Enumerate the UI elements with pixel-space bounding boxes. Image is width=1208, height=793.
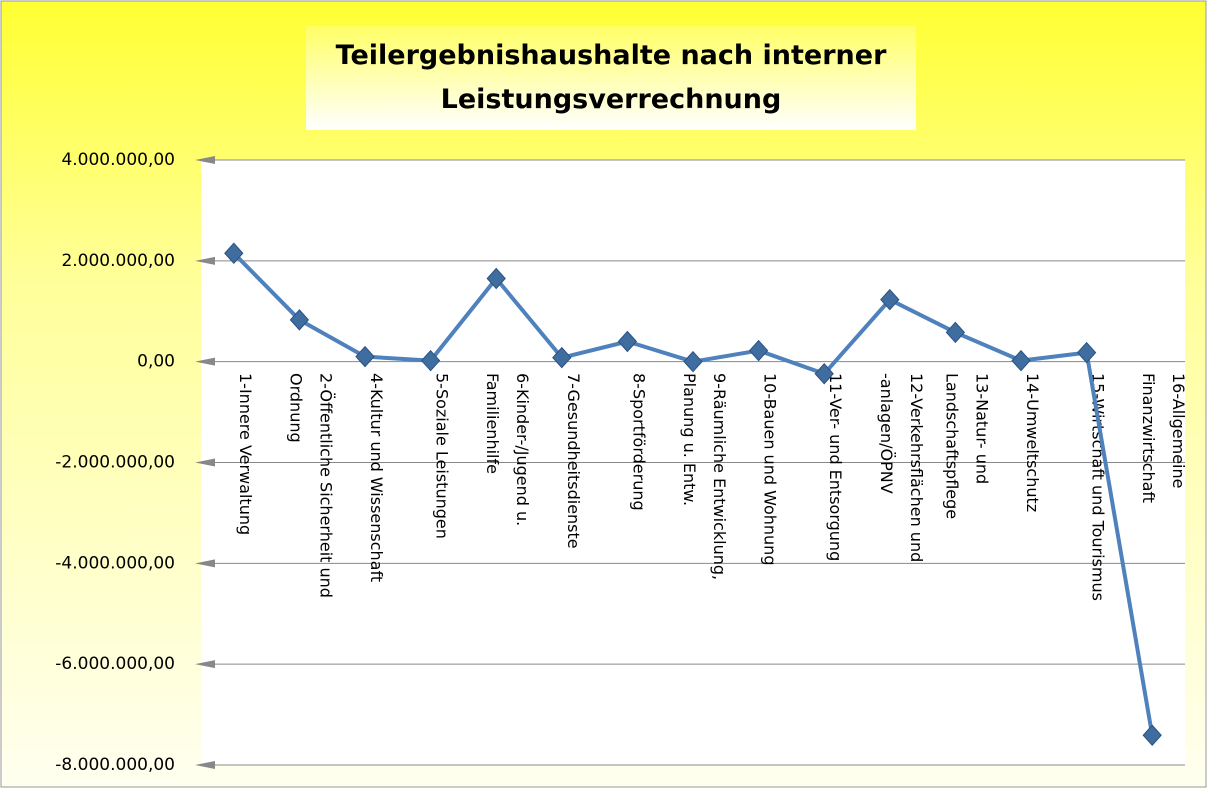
tick-mark <box>195 559 215 568</box>
tick-mark <box>195 156 215 164</box>
tick-mark <box>195 761 215 769</box>
tick-mark <box>195 357 215 366</box>
x-tick-label: 6-Kinder-/Jugend u.Familienhilfe <box>483 373 532 526</box>
data-point <box>486 267 506 290</box>
y-tick-label: -8.000.000,00 <box>55 755 175 775</box>
data-point <box>945 321 966 344</box>
y-tick-label: 4.000.000,00 <box>61 150 175 170</box>
x-tick-label: 1-Innere Verwaltung <box>236 373 255 535</box>
chart-title: Teilergebnishaushalte nach interner Leist… <box>336 40 887 115</box>
tick-mark <box>195 256 215 265</box>
y-tick-label: -6.000.000,00 <box>55 654 175 674</box>
x-tick-label: 16-AllgemeineFinanzwirtschaft <box>1139 373 1188 503</box>
x-tick-label: 11-Ver- und Entsorgung <box>826 373 845 561</box>
x-tick-label: 12-Verkehrsflächen und-anlagen/ÖPNV <box>877 373 926 562</box>
y-tick-label: 2.000.000,00 <box>61 251 175 271</box>
data-point <box>1076 341 1097 364</box>
x-tick-label: 15-Wirtschaft und Tourismus <box>1089 373 1108 601</box>
data-point <box>1142 724 1162 747</box>
x-tick-label: 2-Öffentliche Sicherheit undOrdnung <box>286 373 335 598</box>
y-tick-label: 0,00 <box>137 352 175 372</box>
y-tick-label: -2.000.000,00 <box>55 453 175 473</box>
x-tick-label: 9-Räumliche Entwicklung,Planung u. Entw. <box>680 373 729 580</box>
data-point <box>224 242 244 265</box>
data-point <box>552 346 572 369</box>
title-box <box>306 26 916 130</box>
x-tick-label: 14-Umweltschutz <box>1023 373 1042 512</box>
x-tick-label: 13-Natur- undLandschaftspflege <box>942 373 991 519</box>
x-tick-label: 7-Gesundheitsdienste <box>564 373 583 549</box>
x-tick-label: 5-Soziale Leistungen <box>433 373 452 539</box>
x-tick-label: 10-Bauen und Wohnung <box>761 373 780 565</box>
data-point <box>683 350 703 373</box>
data-point <box>1011 349 1031 372</box>
x-tick-label: 8-Sportförderung <box>629 373 648 511</box>
x-tick-label: 4-Kultur und Wissenschaft <box>367 373 386 582</box>
data-point <box>289 309 310 331</box>
data-point <box>355 345 375 368</box>
data-point <box>880 288 900 311</box>
tick-mark <box>195 660 215 669</box>
data-point <box>748 339 769 362</box>
data-point <box>814 363 834 385</box>
y-tick-label: -4.000.000,00 <box>55 553 175 573</box>
tick-mark <box>195 458 215 467</box>
data-point <box>420 349 441 372</box>
data-point <box>617 330 638 353</box>
